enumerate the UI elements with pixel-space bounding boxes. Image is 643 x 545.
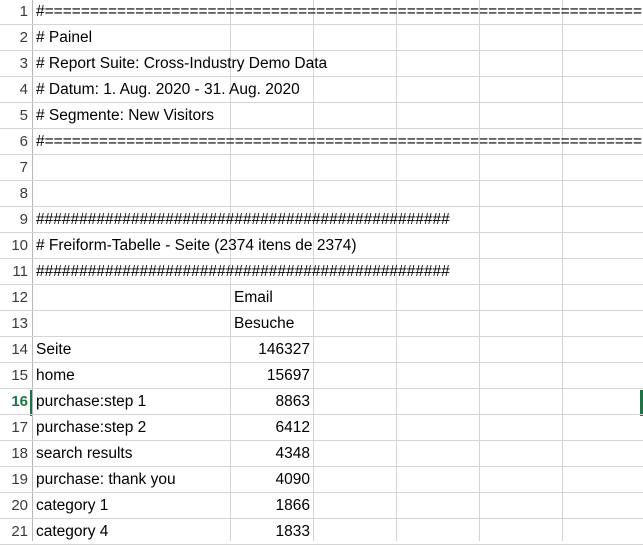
row-header[interactable]: 1 (19, 3, 28, 20)
sheet-row[interactable]: 20 category 1 1866 (0, 493, 643, 519)
sheet-row[interactable]: 8 (0, 181, 643, 207)
cell-column-a[interactable]: ########################################… (36, 263, 450, 280)
cell-column-a[interactable]: purchase:step 2 (36, 419, 147, 436)
sheet-row[interactable]: 2 # Painel (0, 25, 643, 51)
row-header[interactable]: 15 (11, 367, 28, 384)
cell-column-a[interactable]: #=======================================… (36, 133, 643, 150)
sheet-row[interactable]: 21 category 4 1833 (0, 519, 643, 545)
cell-column-a[interactable]: # Freiform-Tabelle - Seite (2374 itens d… (36, 237, 357, 254)
row-header[interactable]: 18 (11, 445, 28, 462)
row-header[interactable]: 10 (11, 237, 28, 254)
cell-column-b[interactable]: 4348 (275, 445, 310, 462)
column-divider-b-c (313, 0, 314, 541)
row-header[interactable]: 19 (11, 471, 28, 488)
cell-column-a[interactable]: purchase:step 1 (36, 393, 147, 410)
sheet-row[interactable]: 14 Seite 146327 (0, 337, 643, 363)
active-row-header-marker (30, 390, 32, 416)
cell-column-a[interactable]: category 1 (36, 497, 109, 514)
cell-column-a[interactable]: # Datum: 1. Aug. 2020 - 31. Aug. 2020 (36, 81, 300, 98)
cell-column-a[interactable]: #=======================================… (36, 3, 643, 20)
cell-column-b[interactable]: 15697 (266, 367, 310, 384)
column-divider-a-b (230, 0, 231, 541)
sheet-row[interactable]: 12 Email (0, 285, 643, 311)
cell-column-b[interactable]: Email (234, 289, 273, 306)
row-header[interactable]: 13 (11, 315, 28, 332)
cell-column-a[interactable]: category 4 (36, 523, 109, 540)
row-header[interactable]: 16 (11, 393, 28, 410)
sheet-row[interactable]: 7 (0, 155, 643, 181)
cell-column-a[interactable]: search results (36, 445, 133, 462)
sheet-row[interactable]: 10 # Freiform-Tabelle - Seite (2374 itens… (0, 233, 643, 259)
column-divider-e-f (562, 0, 563, 541)
sheet-row[interactable]: 9 #######################################… (0, 207, 643, 233)
cell-column-b[interactable]: 1833 (275, 523, 310, 540)
row-header[interactable]: 9 (19, 211, 28, 228)
cell-column-a[interactable]: # Segmente: New Visitors (36, 107, 215, 124)
row-header[interactable]: 14 (11, 341, 28, 358)
cell-column-a[interactable]: Seite (36, 341, 72, 358)
sheet-row[interactable]: 3 # Report Suite: Cross-Industry Demo Dat… (0, 51, 643, 77)
sheet-row[interactable]: 1 #======================================… (0, 0, 643, 25)
row-header[interactable]: 21 (11, 523, 28, 540)
sheet-row[interactable]: 11 ######################################… (0, 259, 643, 285)
row-header[interactable]: 5 (19, 107, 28, 124)
cell-column-a[interactable]: ########################################… (36, 211, 450, 228)
row-header[interactable]: 12 (11, 289, 28, 306)
row-header[interactable]: 8 (19, 185, 28, 202)
row-header[interactable]: 20 (11, 497, 28, 514)
sheet-row[interactable]: 5 # Segmente: New Visitors (0, 103, 643, 129)
cell-column-a[interactable]: # Report Suite: Cross-Industry Demo Data (36, 55, 328, 72)
row-header[interactable]: 7 (19, 159, 28, 176)
cell-column-b[interactable]: 6412 (275, 419, 310, 436)
cell-column-a[interactable]: home (36, 367, 75, 384)
row-header[interactable]: 3 (19, 55, 28, 72)
row-header[interactable]: 11 (12, 263, 28, 280)
cell-column-b[interactable]: 1866 (275, 497, 310, 514)
active-cell-edge (640, 390, 643, 416)
sheet-row[interactable]: 13 Besuche (0, 311, 643, 337)
row-header[interactable]: 4 (19, 81, 28, 98)
cell-column-b[interactable]: 146327 (258, 341, 310, 358)
row-header-divider (32, 0, 33, 541)
sheet-row[interactable]: 4 # Datum: 1. Aug. 2020 - 31. Aug. 2020 (0, 77, 643, 103)
sheet-row[interactable]: 17 purchase:step 2 6412 (0, 415, 643, 441)
row-header[interactable]: 6 (19, 133, 28, 150)
sheet-row[interactable]: 19 purchase: thank you 4090 (0, 467, 643, 493)
cell-column-a[interactable]: purchase: thank you (36, 471, 176, 488)
row-header[interactable]: 2 (19, 29, 28, 46)
column-divider-c-d (396, 0, 397, 541)
sheet-row[interactable]: 16 purchase:step 1 8863 (0, 389, 643, 415)
cell-column-b[interactable]: 4090 (275, 471, 310, 488)
cell-column-b[interactable]: 8863 (275, 393, 310, 410)
cell-column-b[interactable]: Besuche (234, 315, 295, 332)
sheet-row[interactable]: 15 home 15697 (0, 363, 643, 389)
row-header[interactable]: 17 (11, 419, 28, 436)
cell-column-a[interactable]: # Painel (36, 29, 93, 46)
column-divider-d-e (479, 0, 480, 541)
sheet-row[interactable]: 18 search results 4348 (0, 441, 643, 467)
sheet-row[interactable]: 6 #======================================… (0, 129, 643, 155)
